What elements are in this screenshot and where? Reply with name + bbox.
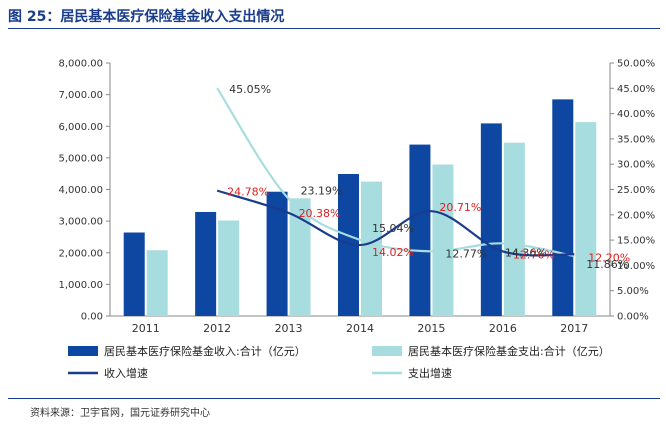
x-tick-label: 2014 [346, 322, 374, 335]
right-tick-label: 50.00% [617, 59, 655, 70]
legend-label: 收入增速 [104, 366, 148, 380]
income-bar [195, 211, 217, 316]
expense-growth-data-label: 11.86% [586, 258, 628, 271]
left-tick-label: 5,000.00 [58, 153, 103, 164]
legend-label: 居民基本医疗保险基金收入:合计（亿元） [104, 344, 306, 358]
expense-bar [218, 220, 240, 316]
right-tick-label: 10.00% [617, 261, 655, 272]
income-growth-data-label: 14.02% [372, 246, 414, 259]
income-bar [409, 144, 431, 316]
income-growth-line [216, 189, 575, 257]
left-tick-label: 0.00 [81, 312, 103, 323]
income-growth-data-label: 12.20% [588, 251, 630, 264]
x-tick-label: 2017 [560, 322, 588, 335]
x-tick-label: 2013 [275, 322, 303, 335]
expense-growth-data-label: 12.77% [445, 247, 487, 260]
income-bar [338, 174, 359, 316]
source-note: 资料来源：卫宇官网，国元证券研究中心 [30, 408, 210, 419]
right-tick-label: 15.00% [617, 236, 655, 247]
right-tick-label: 0.00% [617, 312, 649, 323]
income-bar [552, 99, 574, 317]
source-divider [8, 398, 660, 399]
expense-growth-data-label: 45.05% [229, 83, 271, 96]
legend-label: 支出增速 [408, 366, 452, 380]
chart-svg: 0.00 1,000.00 2,000.00 3,000.00 4,000.00 5,00… [58, 59, 655, 381]
x-tick-label: 2016 [489, 322, 517, 335]
income-bar [266, 191, 288, 316]
expense-bar [432, 164, 454, 316]
income-growth-data-label: 24.78% [227, 186, 269, 199]
expense-growth-line [216, 87, 575, 258]
chart-title: 图 25：居民基本医疗保险基金收入支出情况 [8, 9, 285, 25]
left-tick-label: 6,000.00 [58, 122, 103, 133]
right-tick-label: 5.00% [617, 286, 649, 297]
right-tick-label: 40.00% [617, 109, 655, 120]
expense-growth-data-label: 14.36% [505, 246, 547, 259]
expense-bar [361, 181, 382, 316]
legend-label: 居民基本医疗保险基金支出:合计（亿元） [408, 344, 610, 358]
income-bar [480, 123, 502, 316]
left-tick-label: 4,000.00 [58, 185, 103, 196]
left-tick-label: 8,000.00 [58, 59, 103, 70]
right-tick-label: 20.00% [617, 210, 655, 221]
x-tick-label: 2012 [203, 322, 231, 335]
legend-swatch [68, 346, 98, 356]
income-bar [123, 232, 145, 316]
expense-bar [146, 250, 168, 316]
legend-swatch [372, 346, 402, 356]
right-tick-label: 30.00% [617, 160, 655, 171]
expense-bar [289, 198, 311, 316]
expense-bar [575, 122, 597, 316]
expense-growth-data-label: 15.04% [372, 222, 414, 235]
right-tick-label: 35.00% [617, 134, 655, 145]
left-tick-label: 3,000.00 [58, 217, 103, 228]
right-tick-label: 25.00% [617, 185, 655, 196]
left-tick-label: 1,000.00 [58, 280, 103, 291]
x-tick-label: 2011 [132, 322, 160, 335]
income-growth-data-label: 20.71% [439, 201, 481, 214]
title-bar: 图 25：居民基本医疗保险基金收入支出情况 [8, 4, 660, 29]
x-tick-label: 2015 [417, 322, 445, 335]
income-growth-data-label: 20.38% [299, 207, 341, 220]
right-tick-label: 45.00% [617, 84, 655, 95]
left-tick-label: 2,000.00 [58, 248, 103, 259]
expense-bar [503, 142, 525, 316]
expense-growth-data-label: 23.19% [301, 185, 343, 198]
left-tick-label: 7,000.00 [58, 90, 103, 101]
income-growth-data-label: 12.76% [513, 248, 555, 261]
